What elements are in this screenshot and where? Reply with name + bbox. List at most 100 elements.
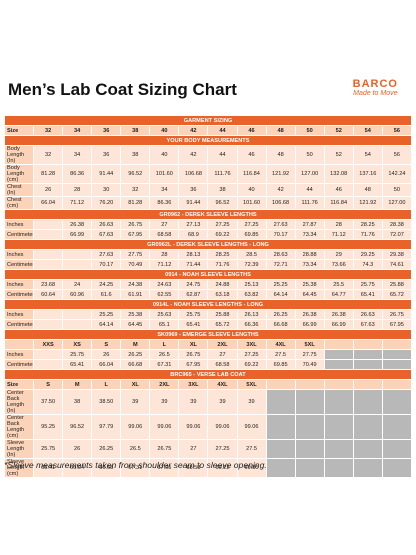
cell: 67.31 [149,359,180,370]
data-row: Inches 26.38 26.63 26.75 27 27.13 27.25 27.25 27… [3,219,413,230]
cell: 44 [207,145,238,165]
section-title: SK0969 - EMERGE SLEEVE LENGTHS [4,329,412,340]
cell: 95.25 [33,414,64,440]
cell: 99.06 [207,414,238,440]
cell: 64.45 [120,319,151,330]
cell: 40 [149,145,180,165]
empty-cell [381,339,413,350]
cell: 3XL [236,339,267,350]
cell: 32 [33,125,64,136]
cell: 28 [323,219,354,230]
cell: 127.00 [381,196,413,210]
row-label: Inches [3,249,35,260]
cell: 27.87 [294,219,325,230]
cell: 24.75 [178,279,209,290]
cell: 97.79 [91,414,122,440]
cell: 52 [323,125,354,136]
cell: 26.75 [178,349,209,360]
cell: 27 [207,349,238,360]
data-row: Centimeters 64.1464.4565.165.4165.7266.36… [3,319,413,330]
row-label: Inches [3,349,35,360]
logo-text: BARCO [352,78,398,90]
cell: 27.25 [207,439,238,459]
cell: 26.38 [62,219,93,230]
empty-cell [381,458,413,478]
cell: 39 [207,389,238,415]
cell: 106.68 [178,164,209,184]
cell: 99.06 [120,414,151,440]
section-header: BRC965 - VERSE LAB COAT [4,369,412,380]
cell: 40 [149,125,180,136]
cell: 64.14 [265,289,296,300]
cell [33,219,64,230]
cell [62,309,93,320]
cell: 46 [236,125,267,136]
cell: 71.76 [352,229,383,240]
cell: 25.75 [178,309,209,320]
cell: 70.49 [294,359,325,370]
row-label: Centimeters [3,359,35,370]
data-row: Inches 25.25 25.38 25.63 25.75 25.88 26.13 26.2… [3,309,413,320]
cell: 50 [294,125,325,136]
empty-cell [381,349,413,360]
cell: 50 [381,183,413,197]
cell: 121.92 [352,196,383,210]
empty-cell [265,389,296,415]
row-label: Inches [3,219,35,230]
cell: 70.49 [120,259,151,270]
empty-cell [323,349,354,360]
cell: 74.61 [381,259,413,270]
row-label: Chest (cm) [3,196,35,210]
empty-cell [294,414,325,440]
cell: 25.38 [294,279,325,290]
empty-cell [381,389,413,415]
empty-cell [323,439,354,459]
cell: 62.55 [149,289,180,300]
empty-cell [323,379,354,390]
cell: 38 [207,183,238,197]
cell: 26.75 [149,439,180,459]
cell: 27.63 [91,249,122,260]
cell: 68.58 [178,458,209,478]
cell: 67.95 [178,359,209,370]
cell: 24.38 [120,279,151,290]
data-row: Center Back Length (In) 37.50 38 38.50 39 39 3… [3,389,413,415]
cell: 72.07 [381,229,413,240]
row-label: Centimeters [3,289,35,300]
empty-cell [265,414,296,440]
cell: 25.88 [207,309,238,320]
cell: 26 [62,439,93,459]
cell: 74.3 [352,259,383,270]
cell: 101.60 [236,196,267,210]
cell: 48 [352,183,383,197]
cell: 70.17 [91,259,122,270]
cell: XL [120,379,151,390]
cell: 25.75 [352,279,383,290]
data-row: Inches 25.75 26 26.25 26.5 26.75 27 27.25 27.5 27… [3,349,413,360]
empty-cell [265,458,296,478]
empty-cell [265,439,296,459]
cell: 142.24 [381,164,413,184]
cell: 66.99 [323,319,354,330]
cell: 2XL [207,339,238,350]
cell: 27.63 [265,219,296,230]
section-header: GARMENT SIZING [4,115,412,126]
cell [62,259,93,270]
cell: 54 [352,125,383,136]
cell: 26.38 [294,309,325,320]
cell: 25.75 [33,439,64,459]
empty-cell [352,349,383,360]
section-title: GR0962L - DEREK SLEEVE LENGTHS - LONG [4,239,412,250]
cell: 111.76 [207,164,238,184]
cell: 86.36 [149,196,180,210]
cell: 66.68 [91,458,122,478]
cell: 24.63 [149,279,180,290]
row-label: Centimeters [3,319,35,330]
cell: 26.25 [265,309,296,320]
cell: 36 [91,125,122,136]
size-row: XXS XS S M L XL 2XL 3XL 4XL 5XL [3,339,413,350]
cell: 66.68 [265,319,296,330]
cell: 27 [178,439,209,459]
cell: 65.72 [207,319,238,330]
